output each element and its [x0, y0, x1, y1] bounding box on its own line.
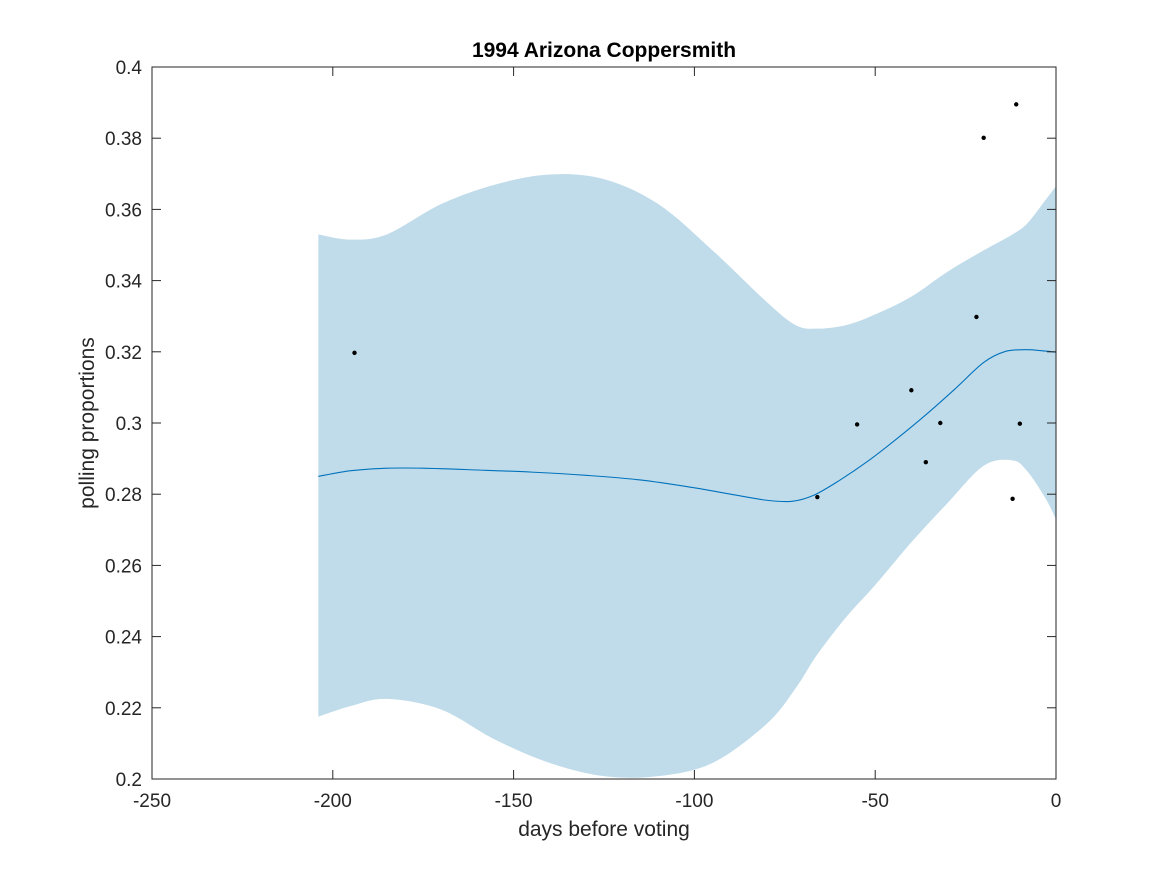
chart-title: 1994 Arizona Coppersmith	[472, 39, 736, 62]
y-tick-label: 0.34	[105, 272, 142, 293]
y-tick-label: 0.4	[116, 58, 143, 79]
x-tick-label: -250	[133, 791, 171, 812]
data-point	[1010, 496, 1015, 502]
x-tick-label: -50	[861, 791, 888, 812]
confidence-band	[318, 174, 1057, 778]
data-point	[815, 494, 820, 500]
y-tick-label: 0.28	[105, 485, 142, 506]
data-point	[1017, 421, 1023, 426]
y-tick-label: 0.22	[105, 699, 142, 720]
fit-line	[318, 349, 1057, 503]
x-tick-label: -150	[495, 791, 533, 812]
y-tick-label: 0.38	[105, 129, 142, 150]
data-point	[1014, 102, 1019, 107]
data-point	[854, 422, 860, 427]
x-tick-label: 0	[1051, 791, 1062, 812]
data-point	[938, 420, 943, 426]
x-axis-label: days before voting	[518, 818, 690, 841]
data-point	[909, 388, 914, 393]
y-tick-label: 0.3	[116, 414, 142, 435]
y-tick-label: 0.2	[116, 770, 142, 791]
y-axis-label: polling proportions	[76, 337, 99, 509]
y-tick-label: 0.32	[105, 343, 142, 364]
axis-ticks: -250 -200 -150 -100 -50 0 0.2 0.22 0.24 0.26 0.28 0…	[105, 58, 1061, 812]
y-tick-label: 0.26	[105, 556, 142, 577]
y-tick-label: 0.36	[105, 200, 142, 221]
data-point	[352, 350, 357, 356]
data-point	[981, 135, 986, 141]
data-point	[974, 314, 979, 320]
data-point	[923, 459, 929, 465]
x-tick-label: -100	[675, 791, 713, 812]
x-tick-label: -200	[314, 791, 352, 812]
y-tick-label: 0.24	[105, 628, 142, 649]
plot-area	[318, 102, 1057, 778]
